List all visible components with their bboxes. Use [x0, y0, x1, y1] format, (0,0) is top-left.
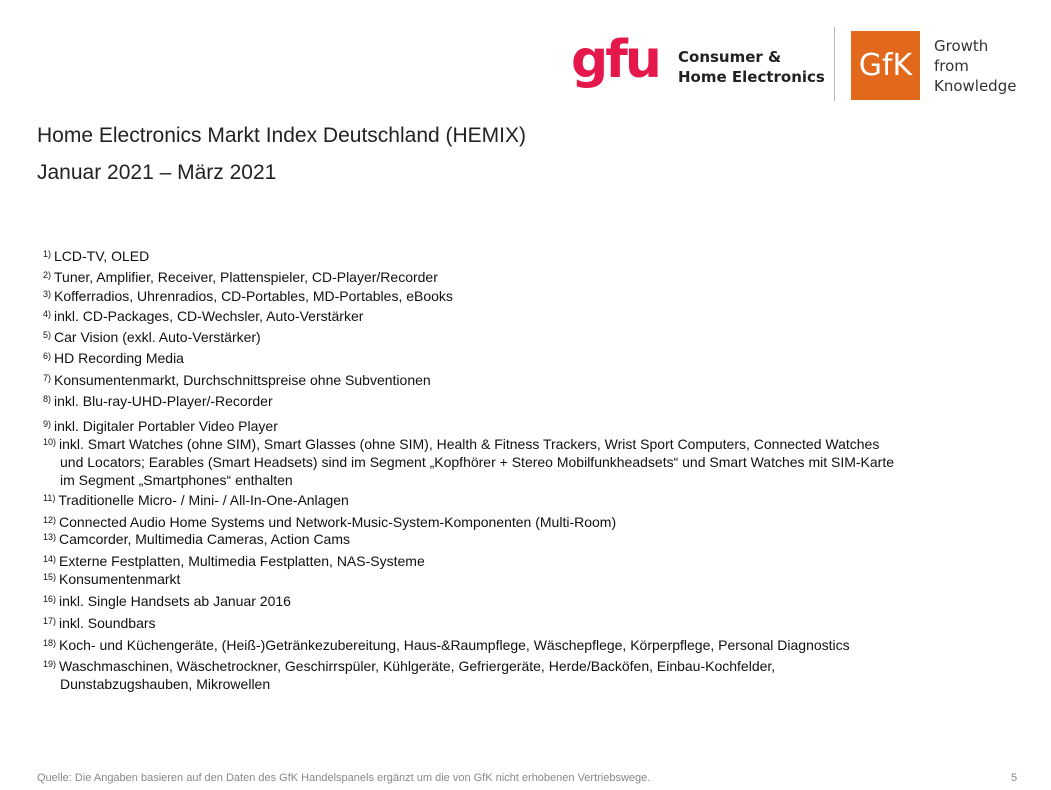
footnote-text: Tuner, Amplifier, Receiver, Plattenspiel…	[54, 269, 438, 285]
footnote-text: Traditionelle Micro- / Mini- / All-In-On…	[58, 492, 349, 508]
footnote-item: 9) inkl. Digitaler Portabler Video Player	[43, 415, 943, 435]
footnote-text: Kofferradios, Uhrenradios, CD-Portables,…	[54, 288, 453, 304]
footnote-item: 16) inkl. Single Handsets ab Januar 2016	[43, 590, 943, 610]
footnote-text: Konsumentenmarkt, Durchschnittspreise oh…	[54, 372, 431, 388]
gfu-logo: gfu	[571, 30, 662, 90]
footnote-number: 11)	[43, 493, 56, 503]
footnote-item: 15) Konsumentenmarkt	[43, 568, 943, 588]
gfk-line1: Growth	[934, 37, 989, 55]
source-note: Quelle: Die Angaben basieren auf den Dat…	[37, 772, 651, 784]
gfu-line1: Consumer &	[678, 48, 782, 66]
footnote-text: inkl. Single Handsets ab Januar 2016	[59, 593, 291, 609]
page-title: Home Electronics Markt Index Deutschland…	[37, 124, 526, 147]
footnote-item: 12) Connected Audio Home Systems und Netw…	[43, 511, 943, 531]
footnote-text: im Segment „Smartphones“ enthalten	[60, 472, 293, 488]
footnote-number: 4)	[43, 309, 52, 319]
footnote-number: 3)	[43, 289, 52, 299]
footnote-text: Externe Festplatten, Multimedia Festplat…	[59, 553, 425, 569]
page-subtitle: Januar 2021 – März 2021	[37, 161, 277, 184]
gfu-logo-text: Consumer & Home Electronics	[678, 47, 825, 87]
footnote-item: 14) Externe Festplatten, Multimedia Festp…	[43, 550, 943, 570]
footnote-item: 4) inkl. CD-Packages, CD-Wechsler, Auto-V…	[43, 305, 943, 325]
gfk-line2: from	[934, 57, 969, 75]
logo-divider	[834, 27, 835, 101]
footnote-item: 19) Waschmaschinen, Wäschetrockner, Gesch…	[43, 655, 943, 693]
footnote-number: 13)	[43, 532, 57, 542]
footnote-number: 16)	[43, 594, 57, 604]
footnote-item: 13) Camcorder, Multimedia Cameras, Action…	[43, 528, 943, 548]
footnote-number: 14)	[43, 554, 57, 564]
footnote-item: 1) LCD-TV, OLED	[43, 245, 943, 265]
footnote-number: 2)	[43, 270, 52, 280]
gfk-logo: GfK	[851, 31, 920, 100]
footnote-item: 10) inkl. Smart Watches (ohne SIM), Smart…	[43, 433, 943, 489]
footnote-text: inkl. Blu-ray-UHD-Player/-Recorder	[54, 393, 273, 409]
footnote-text: Dunstabzugshauben, Mikrowellen	[60, 676, 271, 692]
footnote-number: 19)	[43, 659, 57, 669]
footnote-number: 9)	[43, 419, 52, 429]
footnote-number: 1)	[43, 249, 52, 259]
footnote-text: Waschmaschinen, Wäschetrockner, Geschirr…	[59, 658, 776, 674]
footnote-number: 5)	[43, 330, 52, 340]
footnote-item: 2) Tuner, Amplifier, Receiver, Plattenspi…	[43, 266, 943, 286]
gfk-line3: Knowledge	[934, 77, 1017, 95]
page-number: 5	[1011, 772, 1018, 784]
footnote-item: 11) Traditionelle Micro- / Mini- / All-In…	[43, 489, 943, 509]
footnote-text: LCD-TV, OLED	[54, 248, 150, 264]
footnote-number: 7)	[43, 373, 52, 383]
footnote-number: 15)	[43, 572, 57, 582]
footnote-item: 7) Konsumentenmarkt, Durchschnittspreise …	[43, 369, 943, 389]
footnote-text: inkl. Smart Watches (ohne SIM), Smart Gl…	[59, 436, 880, 452]
footnote-text: Koch- und Küchengeräte, (Heiß-)Getränkez…	[59, 637, 850, 653]
footnote-text: Connected Audio Home Systems und Network…	[59, 514, 617, 530]
footnote-number: 18)	[43, 638, 57, 648]
footnote-text: inkl. Digitaler Portabler Video Player	[54, 418, 278, 434]
footnote-item: 8) inkl. Blu-ray-UHD-Player/-Recorder	[43, 390, 943, 410]
footnote-item: 17) inkl. Soundbars	[43, 612, 943, 632]
footnote-item: 6) HD Recording Media	[43, 347, 943, 367]
footnote-text: Konsumentenmarkt	[59, 571, 181, 587]
footnote-item: 3) Kofferradios, Uhrenradios, CD-Portable…	[43, 285, 943, 305]
gfk-tagline: Growth from Knowledge	[934, 36, 1016, 96]
footnote-text: inkl. Soundbars	[59, 615, 156, 631]
gfu-line2: Home Electronics	[678, 68, 825, 86]
footnote-text: Camcorder, Multimedia Cameras, Action Ca…	[59, 531, 351, 547]
footnote-number: 10)	[43, 437, 57, 447]
footnote-item: 5) Car Vision (exkl. Auto-Verstärker)	[43, 326, 943, 346]
footnote-text: HD Recording Media	[54, 350, 184, 366]
footnote-number: 17)	[43, 616, 57, 626]
footnote-number: 12)	[43, 515, 57, 525]
footnote-text: und Locators; Earables (Smart Headsets) …	[60, 454, 895, 470]
footnote-text: inkl. CD-Packages, CD-Wechsler, Auto-Ver…	[54, 308, 364, 324]
footnote-text: Car Vision (exkl. Auto-Verstärker)	[54, 329, 261, 345]
footnote-item: 18) Koch- und Küchengeräte, (Heiß-)Geträn…	[43, 634, 943, 654]
footnote-number: 6)	[43, 351, 52, 361]
footnote-number: 8)	[43, 394, 52, 404]
